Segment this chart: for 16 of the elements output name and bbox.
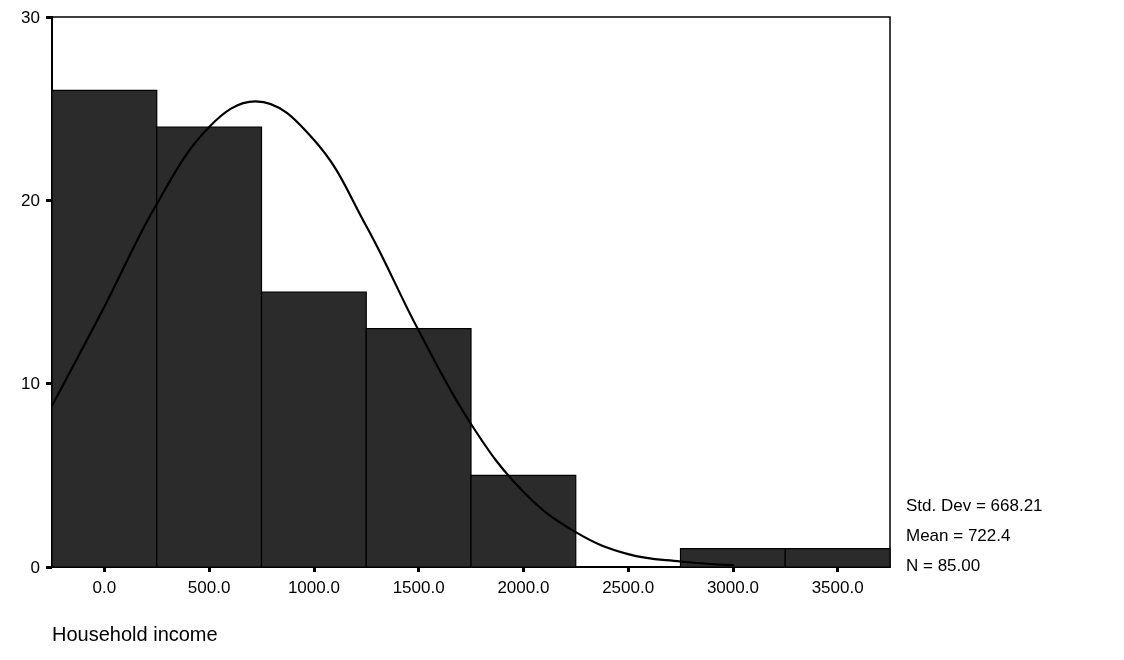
- x-tick-label: 1000.0: [287, 578, 340, 597]
- text: Mean = 722.4: [906, 526, 1011, 545]
- x-tick-label: 0.0: [92, 578, 117, 597]
- x-tick-label: 3000.0: [706, 578, 759, 597]
- y-tick-label: 20: [21, 190, 40, 210]
- y-tick-label: 10: [21, 374, 40, 394]
- x-axis-title: Household income: [52, 623, 218, 645]
- x-tick-label: 1500.0: [392, 578, 445, 597]
- text: N = 85.00: [906, 556, 981, 575]
- text: Std. Dev = 668.21: [906, 496, 1043, 515]
- y-tick-label: 0: [30, 557, 40, 577]
- x-tick-label: 2000.0: [497, 578, 550, 597]
- y-tick-label: 30: [21, 7, 40, 27]
- x-tick-label: 500.0: [187, 578, 231, 597]
- x-tick-label: 3500.0: [811, 578, 864, 597]
- x-tick-label: 2500.0: [602, 578, 655, 597]
